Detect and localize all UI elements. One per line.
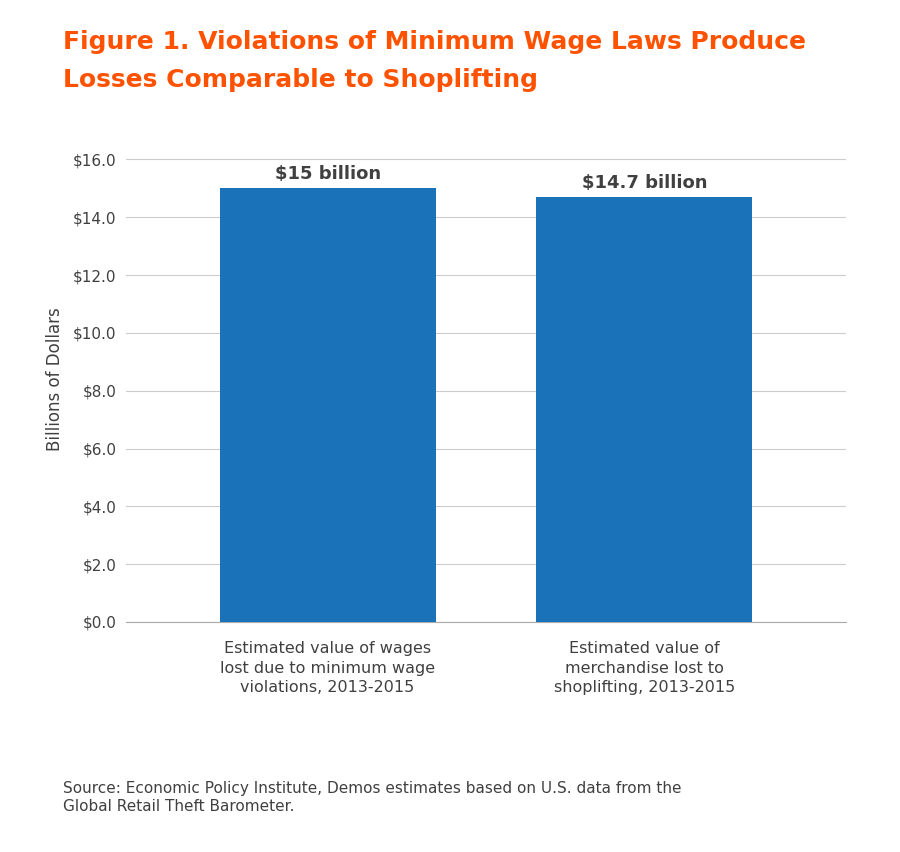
Text: $15 billion: $15 billion (274, 165, 381, 183)
Bar (536, 197, 752, 622)
Text: Figure 1. Violations of Minimum Wage Laws Produce: Figure 1. Violations of Minimum Wage Law… (63, 30, 806, 54)
Y-axis label: Billions of Dollars: Billions of Dollars (46, 308, 64, 451)
Bar (220, 188, 436, 622)
Text: $14.7 billion: $14.7 billion (581, 174, 707, 192)
Text: Losses Comparable to Shoplifting: Losses Comparable to Shoplifting (63, 68, 538, 92)
Text: Source: Economic Policy Institute, Demos estimates based on U.S. data from the
G: Source: Economic Policy Institute, Demos… (63, 781, 681, 814)
